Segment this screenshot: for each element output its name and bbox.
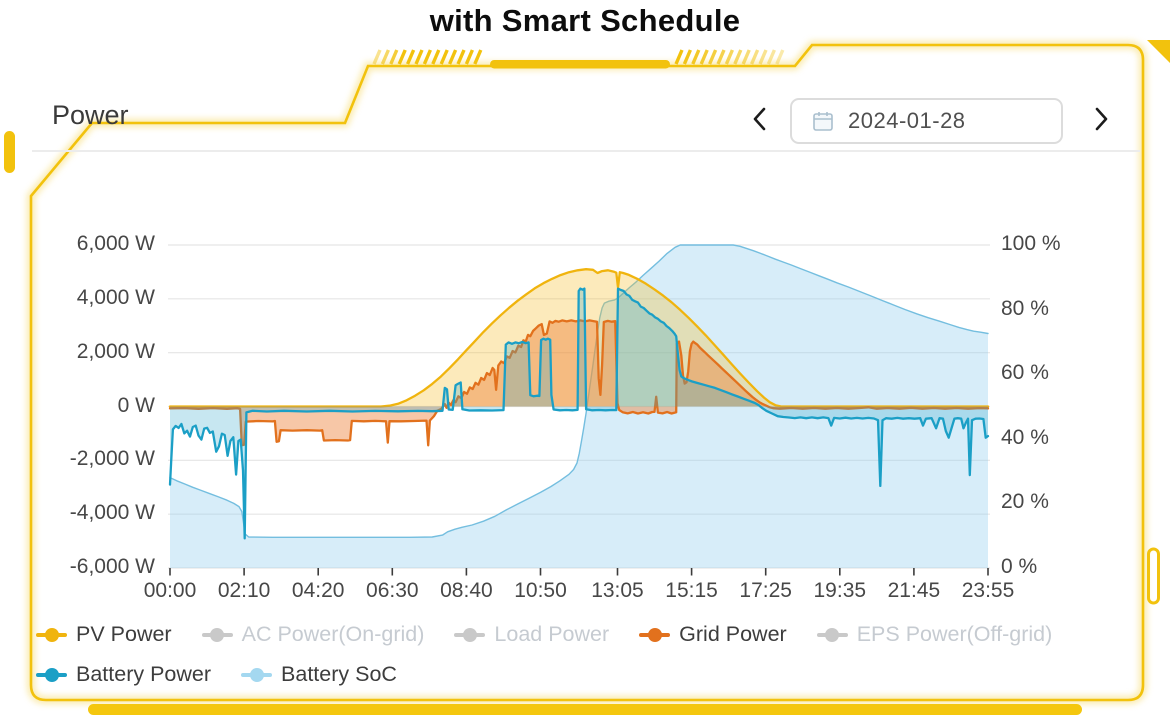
legend-item-battery-power[interactable]: Battery Power <box>36 662 211 687</box>
legend-row-2: Battery Power Battery SoC <box>36 662 397 687</box>
legend-label: Grid Power <box>679 622 787 646</box>
legend-label: PV Power <box>76 622 172 646</box>
date-value: 2024-01-28 <box>848 108 966 133</box>
legend-label: AC Power(On-grid) <box>241 622 425 646</box>
card-title: Power <box>52 100 129 130</box>
legend-marker-icon <box>816 627 848 642</box>
legend-item-eps-power-off-grid-[interactable]: EPS Power(Off-grid) <box>816 622 1053 647</box>
legend-label: Battery SoC <box>281 662 397 686</box>
header-divider <box>32 150 1140 152</box>
legend-label: Battery Power <box>76 662 212 686</box>
legend-marker-icon <box>241 667 273 682</box>
legend-item-pv-power[interactable]: PV Power <box>36 622 172 647</box>
legend-label: EPS Power(Off-grid) <box>856 622 1053 646</box>
legend-marker-icon <box>454 627 486 642</box>
legend-item-ac-power-on-grid-[interactable]: AC Power(On-grid) <box>201 622 425 647</box>
legend-item-grid-power[interactable]: Grid Power <box>639 622 787 647</box>
chevron-left-icon <box>753 107 765 131</box>
legend-item-load-power[interactable]: Load Power <box>454 622 609 647</box>
legend-label: Load Power <box>494 622 610 646</box>
legend-marker-icon <box>201 627 233 642</box>
legend-item-battery-soc[interactable]: Battery SoC <box>241 662 397 687</box>
page-title: with Smart Schedule <box>429 3 741 38</box>
legend-marker-icon <box>36 627 67 642</box>
legend-marker-icon <box>36 667 67 682</box>
date-picker[interactable]: 2024-01-28 <box>790 98 1063 144</box>
legend-row-1: PV Power AC Power(On-grid) Load Power Grid … <box>36 622 1052 647</box>
legend-marker-icon <box>639 627 671 642</box>
prev-day-button[interactable] <box>744 102 774 136</box>
chevron-right-icon <box>1095 107 1107 131</box>
calendar-icon <box>813 112 833 131</box>
next-day-button[interactable] <box>1086 102 1116 136</box>
